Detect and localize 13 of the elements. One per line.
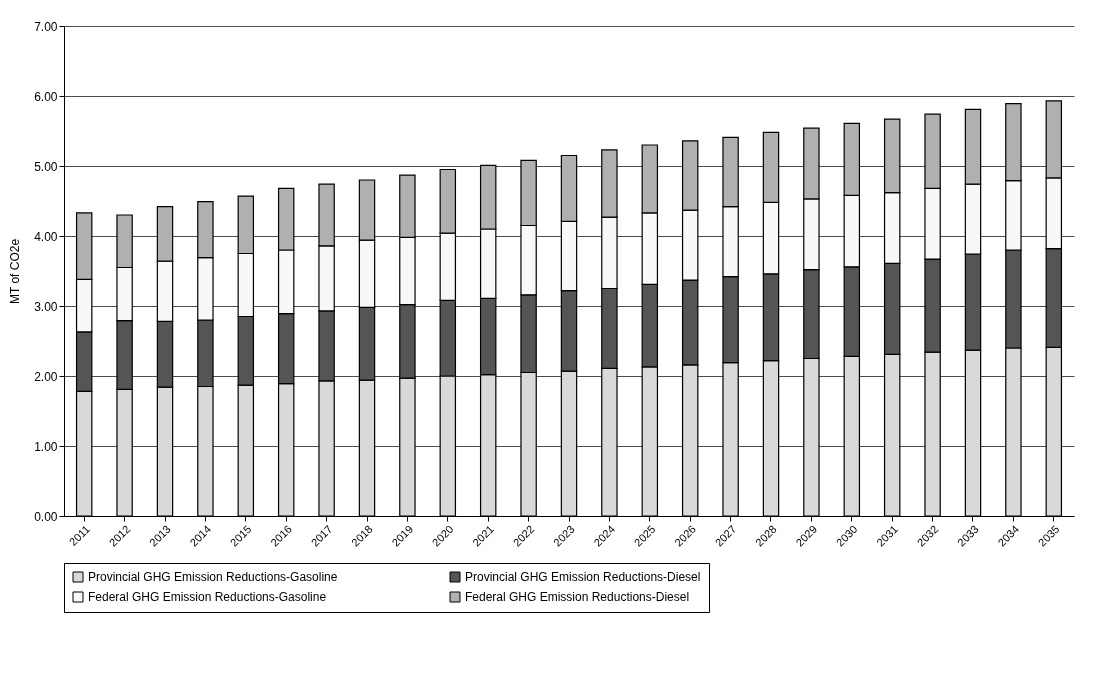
y-tick-label: 7.00 [34,19,58,34]
y-tick-label: 2.00 [34,369,58,384]
y-tick-label: 5.00 [34,159,58,174]
legend-label: Provincial GHG Emission Reductions-Gasoline [88,570,338,584]
y-tick-label: 3.00 [34,299,58,314]
y-tick-label: 4.00 [34,229,58,244]
y-tick-label: 1.00 [34,439,58,454]
legend-label: Provincial GHG Emission Reductions-Diesel [465,570,701,584]
legend-label: Federal GHG Emission Reductions-Gasoline [88,590,327,604]
y-tick-label: 6.00 [34,89,58,104]
legend-label: Federal GHG Emission Reductions-Diesel [465,590,690,604]
y-tick-label: 0.00 [34,509,58,524]
y-axis-title: MT of CO2e [8,238,23,305]
